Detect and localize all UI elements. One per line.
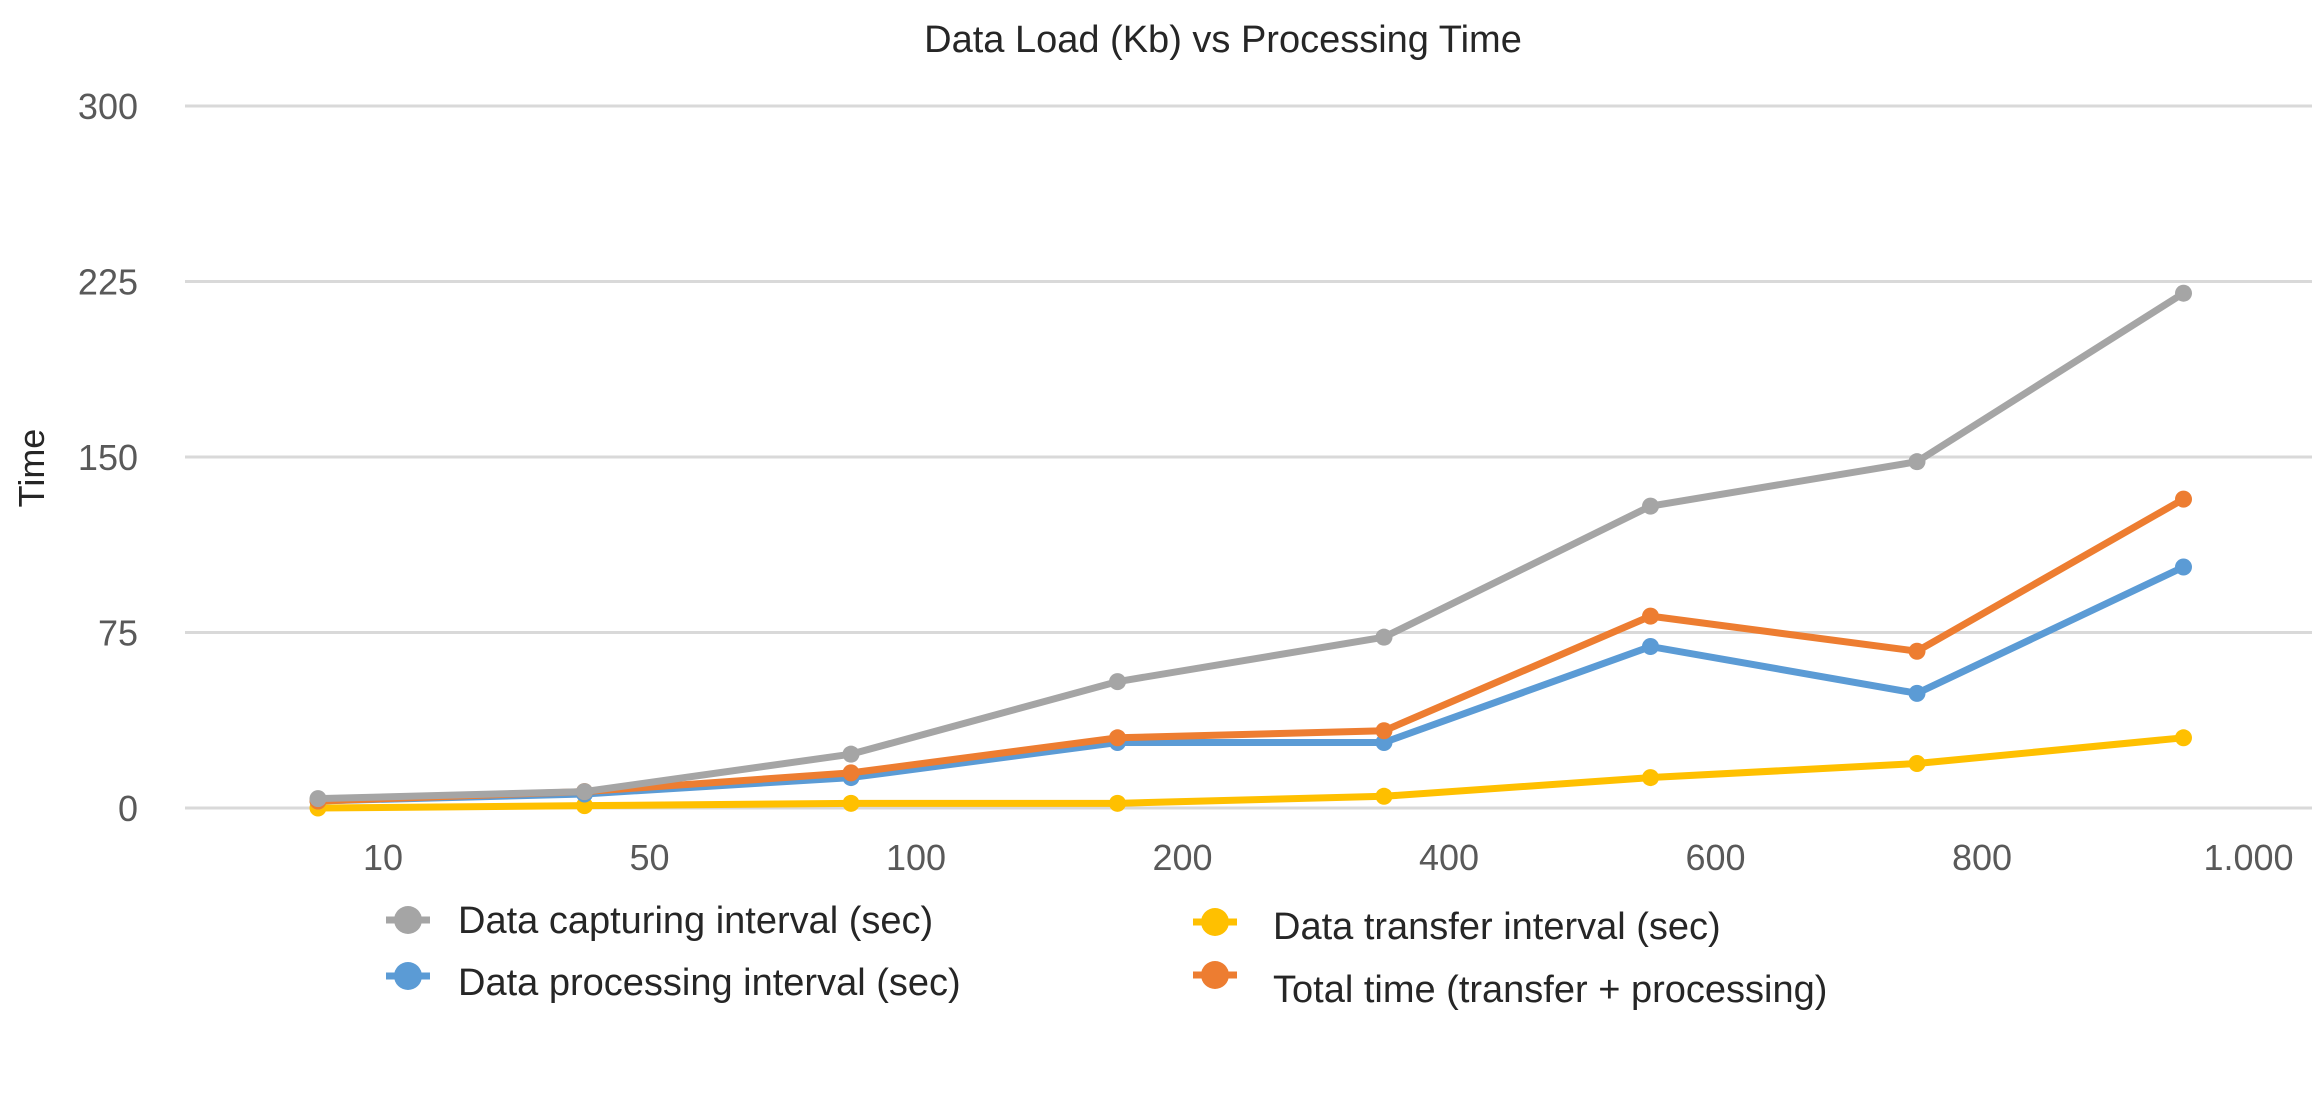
data-point	[576, 783, 593, 801]
data-point	[2175, 729, 2192, 747]
x-tick-label: 50	[629, 837, 669, 878]
legend-swatch-marker	[394, 906, 422, 934]
legend-swatch-marker	[1201, 908, 1229, 936]
legend-item: Data capturing interval (sec)	[386, 900, 933, 942]
legend-label: Data transfer interval (sec)	[1273, 906, 1721, 948]
legend-item: Data processing interval (sec)	[386, 962, 961, 1004]
series-data-processing-interval-sec	[309, 558, 2192, 810]
data-point	[1908, 684, 1926, 702]
data-point	[1642, 638, 1659, 656]
data-point	[842, 764, 860, 782]
data-point	[1375, 628, 1393, 646]
chart-title: Data Load (Kb) vs Processing Time	[924, 19, 1522, 61]
data-point	[1109, 673, 1126, 691]
data-point	[842, 794, 860, 812]
gridlines	[185, 104, 2312, 810]
x-tick-label: 1.000	[2203, 837, 2293, 878]
x-tick-label: 100	[886, 837, 946, 878]
legend-label: Data capturing interval (sec)	[458, 900, 933, 942]
legend-item: Data transfer interval (sec)	[1193, 906, 1721, 948]
series-line	[314, 495, 2187, 805]
x-tick-label: 600	[1685, 837, 1745, 878]
x-tick-label: 400	[1419, 837, 1479, 878]
data-point	[1109, 729, 1126, 747]
data-point	[2175, 284, 2192, 302]
x-tick-label: 800	[1952, 837, 2012, 878]
y-axis-ticks: 0 75 150 225 300	[78, 86, 138, 829]
y-tick-label: 225	[78, 262, 138, 303]
y-tick-label: 300	[78, 86, 138, 127]
data-point	[1375, 787, 1393, 805]
y-tick-label: 150	[78, 437, 138, 478]
data-point	[1375, 722, 1393, 740]
x-tick-label: 200	[1152, 837, 1212, 878]
x-tick-label: 10	[363, 837, 403, 878]
data-point	[1375, 733, 1393, 751]
legend-label: Total time (transfer + processing)	[1273, 969, 1827, 1011]
data-point	[1109, 794, 1126, 812]
series-lines	[309, 284, 2192, 817]
data-point	[1642, 607, 1659, 625]
legend-swatch-marker	[394, 962, 422, 990]
data-point	[1642, 497, 1659, 515]
data-point	[576, 797, 593, 815]
data-point	[1642, 769, 1659, 787]
legend-label: Data processing interval (sec)	[458, 962, 961, 1004]
y-axis-label: Time	[11, 429, 52, 508]
legend: Data capturing interval (sec) Data proces…	[386, 900, 1827, 1011]
data-point	[1908, 642, 1926, 660]
data-point	[309, 790, 327, 808]
data-point	[2175, 558, 2192, 576]
series-data-capturing-interval-sec	[309, 284, 2192, 808]
x-axis-ticks: 10 50 100 200 400 600 800 1.000	[363, 837, 2294, 878]
y-tick-label: 75	[98, 613, 138, 654]
series-data-transfer-interval-sec	[309, 729, 2192, 817]
data-point	[842, 745, 860, 763]
series-line	[314, 289, 2187, 803]
data-point	[1908, 453, 1926, 471]
y-tick-label: 0	[118, 788, 138, 829]
legend-swatch-marker	[1201, 961, 1229, 989]
series-line	[314, 734, 2187, 812]
legend-item: Total time (transfer + processing)	[1193, 961, 1827, 1011]
data-point	[1908, 755, 1926, 773]
data-point	[2175, 490, 2192, 508]
